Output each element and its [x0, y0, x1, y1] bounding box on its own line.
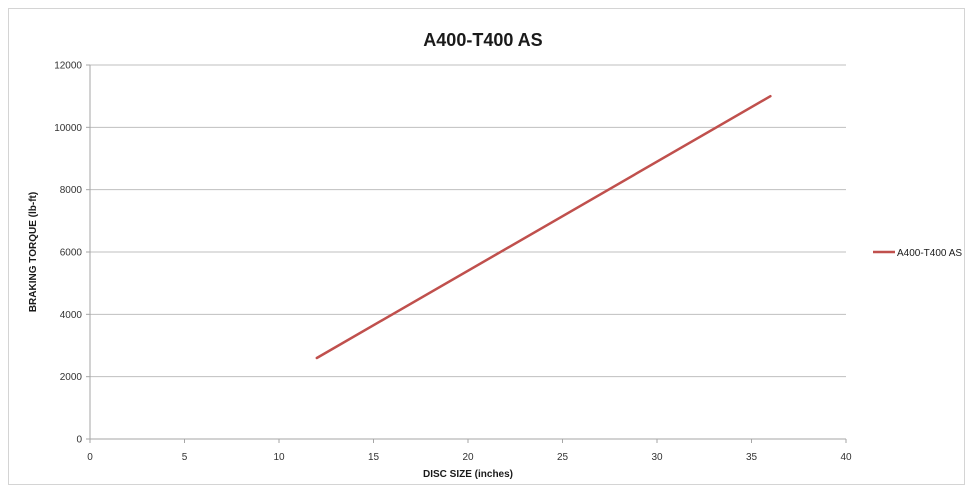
- x-tick-label: 20: [462, 452, 474, 463]
- legend: A400-T400 AS: [873, 248, 962, 259]
- x-tick-label: 10: [273, 452, 285, 463]
- y-axis-title: BRAKING TORQUE (lb-ft): [28, 192, 39, 312]
- y-tick-label: 6000: [60, 248, 83, 259]
- y-tick-label: 10000: [54, 123, 82, 134]
- grid-layer: [90, 64, 846, 378]
- x-tick-label: 15: [368, 452, 380, 463]
- x-tick-label: 40: [840, 452, 852, 463]
- series-layer: [315, 94, 772, 360]
- y-tick-label: 12000: [54, 61, 82, 72]
- x-tick-label: 5: [182, 452, 188, 463]
- chart-container: [8, 8, 965, 485]
- x-tick-label: 30: [651, 452, 663, 463]
- y-tick-label: 0: [76, 435, 82, 446]
- series-line: [315, 94, 772, 360]
- x-tick-label: 25: [557, 452, 569, 463]
- y-tick-label: 4000: [60, 310, 83, 321]
- legend-label: A400-T400 AS: [897, 248, 962, 259]
- axis-layer: 0 2000 4000 6000 8000 10000 12000 0 5 10 15 20 25 30 3…: [54, 61, 852, 464]
- y-tick-label: 8000: [60, 185, 83, 196]
- chart-title: A400-T400 AS: [423, 30, 542, 50]
- x-axis-title: DISC SIZE (inches): [423, 469, 513, 480]
- x-tick-label: 35: [746, 452, 758, 463]
- x-tick-label: 0: [87, 452, 93, 463]
- y-tick-label: 2000: [60, 372, 83, 383]
